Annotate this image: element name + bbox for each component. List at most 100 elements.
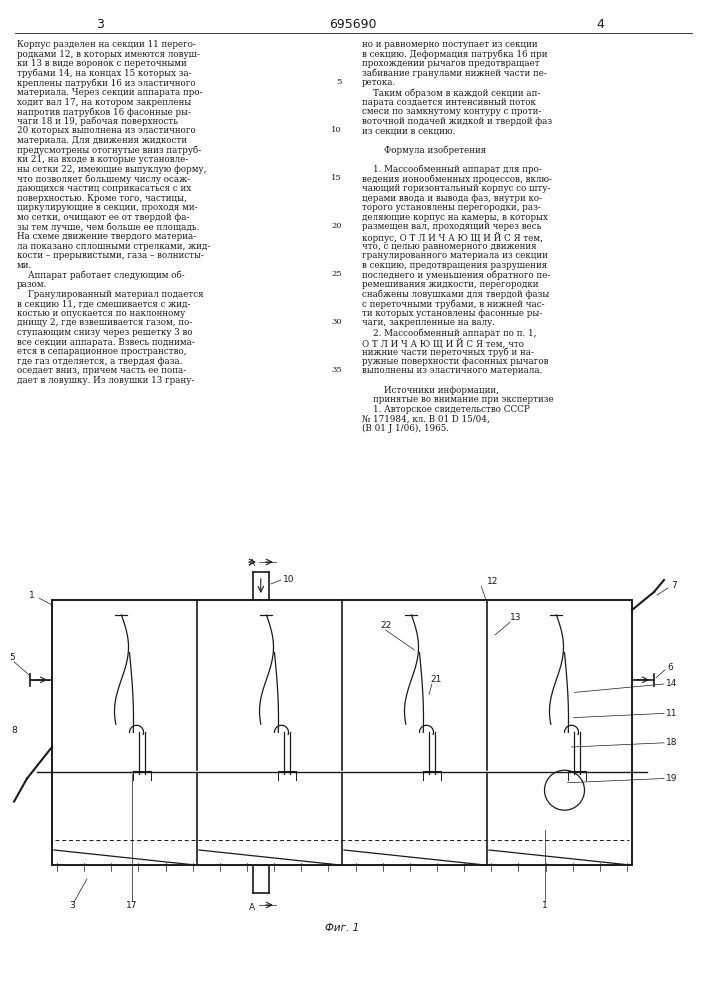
Text: ремешивания жидкости, перегородки: ремешивания жидкости, перегородки [362, 280, 539, 289]
Text: Таким образом в каждой секции ап-: Таким образом в каждой секции ап- [362, 88, 540, 98]
Text: 11: 11 [666, 709, 678, 718]
Text: деляющие корпус на камеры, в которых: деляющие корпус на камеры, в которых [362, 213, 548, 222]
Text: в секцию, предотвращения разрушения: в секцию, предотвращения разрушения [362, 261, 547, 270]
Text: выполнены из эластичного материала.: выполнены из эластичного материала. [362, 366, 542, 375]
Text: материала. Через секции аппарата про-: материала. Через секции аппарата про- [17, 88, 203, 97]
Text: оседает вниз, причем часть ее попа-: оседает вниз, причем часть ее попа- [17, 366, 186, 375]
Text: чаги 18 и 19, рабочая поверхность: чаги 18 и 19, рабочая поверхность [17, 117, 178, 126]
Text: родками 12, в которых имеются ловуш-: родками 12, в которых имеются ловуш- [17, 50, 200, 59]
Text: 35: 35 [332, 366, 342, 374]
Text: ется в сепарационное пространство,: ется в сепарационное пространство, [17, 347, 187, 356]
Text: 13: 13 [510, 613, 522, 622]
Text: О Т Л И Ч А Ю Щ И Й С Я тем, что: О Т Л И Ч А Ю Щ И Й С Я тем, что [362, 338, 524, 348]
Text: 2. Массообменный аппарат по п. 1,: 2. Массообменный аппарат по п. 1, [362, 328, 537, 338]
Text: 20: 20 [332, 222, 342, 230]
Text: (В 01 J 1/06), 1965.: (В 01 J 1/06), 1965. [362, 424, 449, 433]
Text: 3: 3 [69, 900, 75, 910]
Text: 20 которых выполнена из эластичного: 20 которых выполнена из эластичного [17, 126, 196, 135]
Text: гранулированного материала из секции: гранулированного материала из секции [362, 251, 548, 260]
Text: предусмотрены отогнутые вниз патруб-: предусмотрены отогнутые вниз патруб- [17, 146, 201, 155]
Text: ведения ионообменных процессов, вклю-: ведения ионообменных процессов, вклю- [362, 174, 552, 184]
Text: циркулирующие в секции, проходя ми-: циркулирующие в секции, проходя ми- [17, 203, 198, 212]
Text: 12: 12 [487, 578, 498, 586]
Text: A: A [249, 902, 255, 912]
Text: 25: 25 [332, 270, 342, 278]
Text: 6: 6 [667, 663, 673, 672]
Text: нижние части переточных труб и на-: нижние части переточных труб и на- [362, 347, 534, 357]
Text: снабжены ловушками для твердой фазы: снабжены ловушками для твердой фазы [362, 290, 549, 299]
Text: дающихся частиц соприкасаться с их: дающихся частиц соприкасаться с их [17, 184, 191, 193]
Text: ретока.: ретока. [362, 78, 396, 87]
Text: прохождении рычагов предотвращает: прохождении рычагов предотвращает [362, 59, 539, 68]
Text: 1. Авторское свидетельство СССР: 1. Авторское свидетельство СССР [362, 405, 530, 414]
Text: но и равномерно поступает из секции: но и равномерно поступает из секции [362, 40, 537, 49]
Text: ти которых установлены фасонные ры-: ти которых установлены фасонные ры- [362, 309, 542, 318]
Text: Источники информации,: Источники информации, [362, 386, 499, 395]
Text: ны сетки 22, имеющие выпуклую форму,: ны сетки 22, имеющие выпуклую форму, [17, 165, 206, 174]
Text: размещен вал, проходящий через весь: размещен вал, проходящий через весь [362, 222, 542, 231]
Text: с переточными трубами, в нижней час-: с переточными трубами, в нижней час- [362, 299, 544, 309]
Text: Гранулированный материал подается: Гранулированный материал подается [17, 290, 204, 299]
Text: ходит вал 17, на котором закреплены: ходит вал 17, на котором закреплены [17, 98, 192, 107]
Text: все секции аппарата. Взвесь поднима-: все секции аппарата. Взвесь поднима- [17, 338, 195, 347]
Text: ступающим снизу через решетку 3 во: ступающим снизу через решетку 3 во [17, 328, 192, 337]
Text: что, с целью равномерного движения: что, с целью равномерного движения [362, 242, 537, 251]
Text: креплены патрубки 16 из эластичного: креплены патрубки 16 из эластичного [17, 78, 196, 88]
Text: 5: 5 [337, 78, 342, 86]
Text: 3: 3 [96, 18, 104, 31]
Text: Аппарат работает следующим об-: Аппарат работает следующим об- [17, 270, 185, 280]
Text: ми.: ми. [17, 261, 33, 270]
Text: 21: 21 [431, 675, 442, 684]
Text: 14: 14 [666, 680, 678, 688]
Text: 15: 15 [332, 174, 342, 182]
Bar [52, 600, 632, 865]
Text: торого установлены перегородки, раз-: торого установлены перегородки, раз- [362, 203, 541, 212]
Text: ружные поверхности фасонных рычагов: ружные поверхности фасонных рычагов [362, 357, 549, 366]
Text: ки 13 в виде воронок с переточными: ки 13 в виде воронок с переточными [17, 59, 187, 68]
Text: корпус, О Т Л И Ч А Ю Щ И Й С Я тем,: корпус, О Т Л И Ч А Ю Щ И Й С Я тем, [362, 232, 543, 243]
Text: ки 21, на входе в которые установле-: ки 21, на входе в которые установле- [17, 155, 188, 164]
Text: 1: 1 [29, 590, 35, 599]
Text: парата создается интенсивный поток: парата создается интенсивный поток [362, 98, 536, 107]
Text: в секцию. Деформация патрубка 16 при: в секцию. Деформация патрубка 16 при [362, 50, 547, 59]
Text: На схеме движение твердого материа-: На схеме движение твердого материа- [17, 232, 197, 241]
Text: днищу 2, где взвешивается газом, по-: днищу 2, где взвешивается газом, по- [17, 318, 192, 327]
Text: 8: 8 [11, 726, 17, 735]
Text: 5: 5 [9, 653, 15, 662]
Text: забивание гранулами нижней части пе-: забивание гранулами нижней части пе- [362, 69, 547, 78]
Text: воточной подачей жидкой и твердой фаз: воточной подачей жидкой и твердой фаз [362, 117, 552, 126]
Text: смеси по замкнутому контуру с проти-: смеси по замкнутому контуру с проти- [362, 107, 542, 116]
Text: поверхностью. Кроме того, частицы,: поверхностью. Кроме того, частицы, [17, 194, 187, 203]
Text: 1: 1 [542, 900, 548, 910]
Text: трубами 14, на концах 15 которых за-: трубами 14, на концах 15 которых за- [17, 69, 192, 78]
Text: A: A [249, 560, 255, 568]
Text: 10: 10 [283, 576, 295, 584]
Text: 19: 19 [666, 774, 678, 783]
Text: где газ отделяется, а твердая фаза.: где газ отделяется, а твердая фаза. [17, 357, 182, 366]
Text: зы тем лучше, чем больше ее площадь.: зы тем лучше, чем больше ее площадь. [17, 222, 199, 232]
Text: Корпус разделен на секции 11 перего-: Корпус разделен на секции 11 перего- [17, 40, 196, 49]
Text: из секции в секцию.: из секции в секцию. [362, 126, 455, 135]
Text: костью и опускается по наклонному: костью и опускается по наклонному [17, 309, 185, 318]
Text: 17: 17 [126, 900, 137, 910]
Text: 10: 10 [332, 126, 342, 134]
Text: Фиг. 1: Фиг. 1 [325, 923, 359, 933]
Text: 1. Массообменный аппарат для про-: 1. Массообменный аппарат для про- [362, 165, 542, 174]
Text: 695690: 695690 [329, 18, 377, 31]
Text: Формула изобретения: Формула изобретения [362, 146, 486, 155]
Text: разом.: разом. [17, 280, 47, 289]
Text: ла показано сплошными стрелками, жид-: ла показано сплошными стрелками, жид- [17, 242, 211, 251]
Text: 7: 7 [671, 582, 677, 590]
Text: № 171984, кл. В 01 D 15/04,: № 171984, кл. В 01 D 15/04, [362, 414, 490, 423]
Text: 18: 18 [666, 738, 678, 747]
Text: кости – прерывистыми, газа – волнисты-: кости – прерывистыми, газа – волнисты- [17, 251, 204, 260]
Text: материала. Для движения жидкости: материала. Для движения жидкости [17, 136, 187, 145]
Text: что позволяет большему числу осаж-: что позволяет большему числу осаж- [17, 174, 190, 184]
Text: церами ввода и вывода фаз, внутри ко-: церами ввода и вывода фаз, внутри ко- [362, 194, 542, 203]
Text: дает в ловушку. Из ловушки 13 грану-: дает в ловушку. Из ловушки 13 грану- [17, 376, 194, 385]
Text: 4: 4 [596, 18, 604, 31]
Text: последнего и уменьшения обратного пе-: последнего и уменьшения обратного пе- [362, 270, 550, 280]
Text: напротив патрубков 16 фасонные ры-: напротив патрубков 16 фасонные ры- [17, 107, 191, 117]
Text: 30: 30 [332, 318, 342, 326]
Text: чаги, закрепленные на валу.: чаги, закрепленные на валу. [362, 318, 495, 327]
